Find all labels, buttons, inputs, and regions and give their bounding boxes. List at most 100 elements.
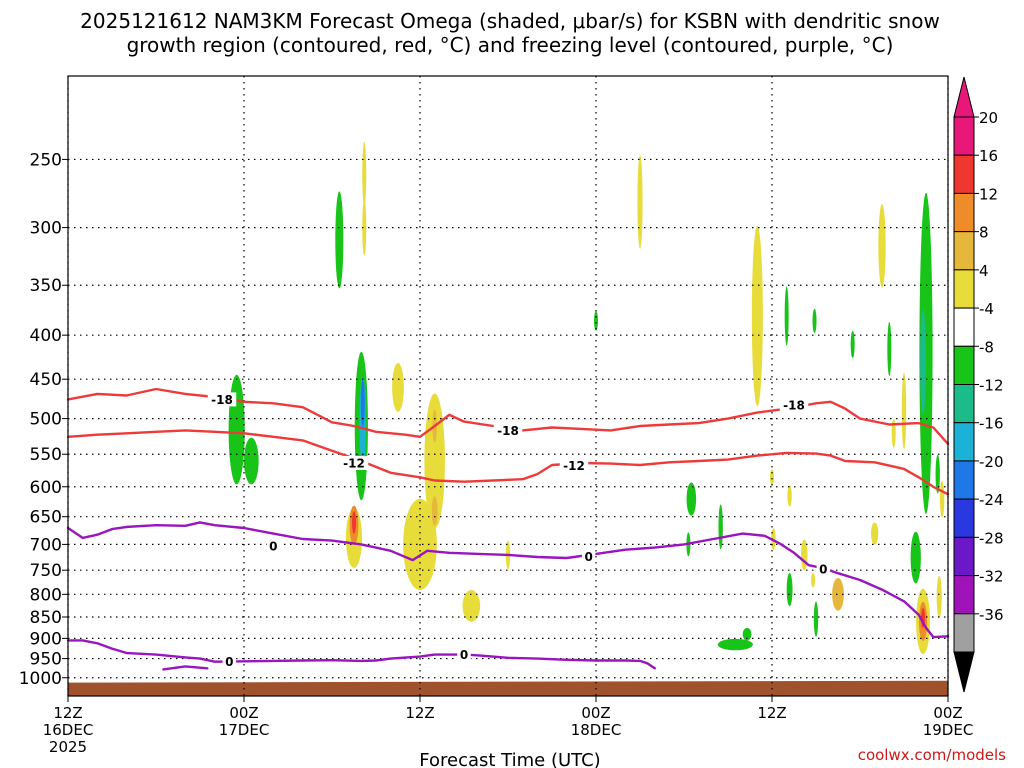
y-tick-label: 450 — [30, 370, 62, 390]
colorbar-bottom-arrow — [953, 651, 975, 693]
omega-blob-13 — [424, 393, 445, 529]
contour-freezing-level-upper — [66, 521, 950, 639]
omega-blob-22 — [718, 504, 723, 550]
credit-text: coolwx.com/models — [858, 746, 1006, 764]
contour-label-freezing-level-upper: 0 — [584, 550, 592, 564]
omega-blob-16 — [462, 589, 481, 622]
x-tick-label: 2025 — [49, 738, 87, 756]
omega-blob-1 — [244, 437, 259, 485]
colorbar-segment — [953, 498, 975, 538]
x-tick-label: 12Z — [405, 704, 434, 722]
y-tick-label: 700 — [30, 535, 62, 555]
contour-label-dgz-top-minus18: -18 — [211, 393, 233, 407]
omega-blob-5 — [360, 379, 365, 427]
contour-label-dgz-top-minus18: -18 — [783, 398, 805, 412]
colorbar-segment — [953, 536, 975, 577]
colorbar-label: 20 — [979, 109, 998, 127]
y-tick-label: 600 — [30, 478, 62, 498]
contour-label-bg — [581, 549, 596, 564]
chart-title-line-1: 2025121612 NAM3KM Forecast Omega (shaded… — [80, 9, 940, 33]
omega-blob-23 — [717, 638, 753, 651]
colorbar-label: -20 — [979, 453, 1004, 471]
contour-label-bg — [779, 397, 809, 412]
colorbar-label: 4 — [979, 262, 989, 280]
omega-blob-40 — [891, 418, 896, 448]
omega-blob-33 — [811, 572, 816, 588]
omega-blob-34 — [813, 601, 819, 637]
colorbar-segment — [953, 307, 975, 347]
omega-blob-41 — [901, 372, 907, 450]
terrain-fill — [68, 680, 948, 696]
colorbar-label: -8 — [979, 338, 994, 356]
y-tick-label: 350 — [30, 276, 62, 296]
x-tick-label: 18DEC — [571, 721, 622, 739]
y-tick-label: 950 — [30, 650, 62, 670]
contour-label-bg — [457, 647, 471, 662]
grid-lines — [67, 76, 949, 696]
colorbar-segment — [953, 116, 975, 156]
x-tick-label: 19DEC — [923, 721, 974, 739]
y-tick-label: 750 — [30, 561, 62, 581]
omega-blob-44 — [910, 531, 921, 584]
x-tick-label: 17DEC — [219, 721, 270, 739]
colorbar-segment — [953, 422, 975, 462]
y-tick-label: 850 — [30, 608, 62, 628]
omega-blob-6 — [362, 141, 367, 207]
colorbar-segment — [953, 154, 975, 194]
colorbar-label: 16 — [979, 147, 998, 165]
omega-blob-24 — [742, 627, 752, 641]
omega-blob-48 — [935, 454, 940, 494]
y-tick-label: 650 — [30, 508, 62, 528]
contour-dgz-bottom-minus12 — [66, 429, 950, 496]
colorbar-label: -28 — [979, 529, 1004, 547]
y-tick-label: 800 — [30, 585, 62, 605]
contour-label-dgz-bottom-minus12: -12 — [343, 456, 365, 470]
colorbar-top-arrow — [953, 76, 975, 118]
y-tick-label: 1000 — [19, 669, 62, 689]
x-tick-label: 00Z — [229, 704, 258, 722]
omega-blob-7 — [362, 199, 367, 256]
contour-label-freezing-level-upper: 0 — [269, 539, 277, 553]
colorbar-label: -16 — [979, 415, 1004, 433]
omega-blob-20 — [686, 482, 697, 516]
y-tick-label: 550 — [30, 445, 62, 465]
x-tick-label: 16DEC — [43, 721, 94, 739]
colorbar-segment — [953, 192, 975, 233]
x-axis-label: Forecast Time (UTC) — [419, 750, 600, 768]
colorbar-label: -4 — [979, 300, 994, 318]
contour-label-dgz-top-minus18: -18 — [497, 424, 519, 438]
omega-blob-11 — [352, 511, 356, 534]
colorbar-label: -36 — [979, 606, 1004, 624]
colorbar-segment — [953, 613, 975, 653]
contour-label-bg — [816, 562, 831, 577]
omega-blob-32 — [812, 308, 817, 334]
contour-freezing-level-lower — [66, 639, 656, 670]
omega-blob-43 — [920, 309, 926, 415]
colorbar: 20 16 12 8 4 -4 -8 -12 -16 -20 -24 -28 -32 -36 — [953, 76, 1004, 693]
plot-background — [68, 76, 948, 696]
x-tick-label: 00Z — [581, 704, 610, 722]
colorbar-label: 12 — [979, 185, 998, 203]
omega-blob-39 — [887, 321, 892, 377]
omega-blob-27 — [769, 469, 775, 486]
colorbar-label: 8 — [979, 224, 989, 242]
plot-frame — [67, 75, 949, 697]
contour-label-dgz-bottom-minus12: -12 — [563, 459, 585, 473]
omega-blob-31 — [786, 573, 793, 607]
y-tick-label: 900 — [30, 629, 62, 649]
colorbar-label: -12 — [979, 377, 1004, 395]
colorbar-label: -32 — [979, 568, 1004, 586]
chart-title-line-2: growth region (contoured, red, °C) and f… — [127, 33, 894, 57]
omega-blob-29 — [784, 286, 789, 346]
contour-label-bg — [222, 654, 237, 669]
omega-blob-26 — [787, 485, 792, 507]
contour-label-bg — [207, 392, 237, 407]
omega-blob-25 — [751, 225, 763, 407]
colorbar-segment — [953, 269, 975, 309]
contour-label-freezing-level-upper: 0 — [819, 563, 827, 577]
x-tick-label: 00Z — [933, 704, 962, 722]
omega-blob-42 — [919, 192, 933, 514]
omega-blob-50 — [939, 480, 945, 518]
